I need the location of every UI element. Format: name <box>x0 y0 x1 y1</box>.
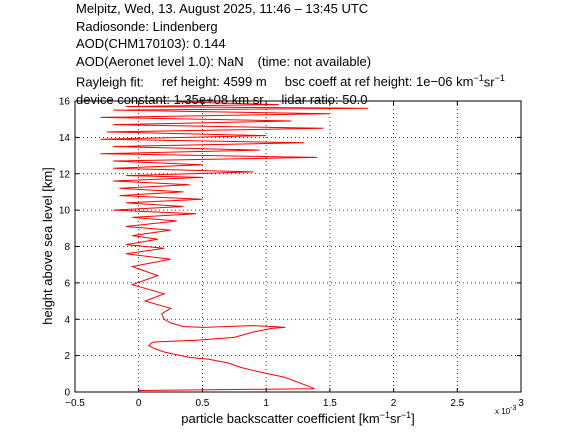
x-tick-label: 1.5 <box>323 398 337 409</box>
x-axis-label-main: particle backscatter coefficient [km <box>181 411 379 426</box>
x-tick-label: 0.5 <box>195 398 209 409</box>
aeronet-time: (time: not available) <box>257 53 372 69</box>
y-tick-label: 8 <box>64 242 70 253</box>
header-line-2: Radiosonde: Lindenberg <box>76 18 218 34</box>
x-tick-label: 1 <box>263 398 269 409</box>
chart-header: Melpitz, Wed, 13. August 2025, 11:46 – 1… <box>76 0 572 108</box>
header-line-3: AOD(CHM170103): 0.144 <box>76 36 226 51</box>
y-tick-label: 10 <box>59 206 71 217</box>
x-axis-multiplier: x 10-3 <box>495 405 516 416</box>
bsc-exp-2: −1 <box>494 73 505 83</box>
bsc-unit-sr: sr <box>483 74 495 90</box>
series-layer <box>100 101 369 391</box>
x-axis-label-close: ] <box>411 411 415 426</box>
aeronet-aod: AOD(Aeronet level 1.0): NaN <box>76 53 244 69</box>
y-axis-ticks: 0 2 4 6 8 10 12 14 16 <box>59 97 521 399</box>
x-axis-label-exp2: −1 <box>401 410 411 420</box>
y-tick-label: 6 <box>64 278 70 289</box>
x-tick-label: 3 <box>518 398 524 409</box>
header-line-6: device constant: 1.35e+08 km sr lidar rat… <box>76 91 572 109</box>
y-tick-label: 0 <box>64 388 70 399</box>
y-tick-label: 16 <box>59 97 71 108</box>
rayleigh-fit-label: Rayleigh fit: <box>76 74 144 90</box>
x-multiplier-base: x 10 <box>495 407 511 416</box>
y-tick-label: 2 <box>64 351 70 362</box>
grid-lines <box>75 101 521 392</box>
y-tick-label: 12 <box>59 169 71 180</box>
x-axis-ticks: −0.5 0 0.5 1 1.5 2 2.5 3 <box>65 101 524 409</box>
y-axis-label: height above sea level [km] <box>40 167 55 325</box>
header-line-5: Rayleigh fit: ref height: 4599 m bsc coeff… <box>76 70 572 91</box>
x-tick-label: −0.5 <box>65 398 85 409</box>
header-line-4: AOD(Aeronet level 1.0): NaN (time: not av… <box>76 53 572 71</box>
x-tick-label: 2.5 <box>450 398 464 409</box>
y-tick-label: 14 <box>59 133 71 144</box>
x-multiplier-exp: -3 <box>510 405 516 412</box>
lidar-ratio: lidar ratio: 50.0 <box>281 91 368 107</box>
backscatter-profile-line <box>100 101 369 391</box>
bsc-coeff: bsc coeff at ref height: 1e−06 km <box>284 74 474 90</box>
bsc-exp-1: −1 <box>473 73 484 83</box>
x-tick-label: 2 <box>391 398 397 409</box>
y-tick-label: 4 <box>64 315 70 326</box>
header-line-1: Melpitz, Wed, 13. August 2025, 11:46 – 1… <box>76 1 369 16</box>
device-constant: device constant: 1.35e+08 km sr <box>76 91 264 107</box>
x-axis-label: particle backscatter coefficient [km−1sr… <box>181 410 414 426</box>
x-axis-label-exp1: −1 <box>380 410 390 420</box>
x-axis-label-tail: sr <box>390 411 402 426</box>
ref-height: ref height: 4599 m <box>161 74 267 90</box>
x-tick-label: 0 <box>136 398 142 409</box>
